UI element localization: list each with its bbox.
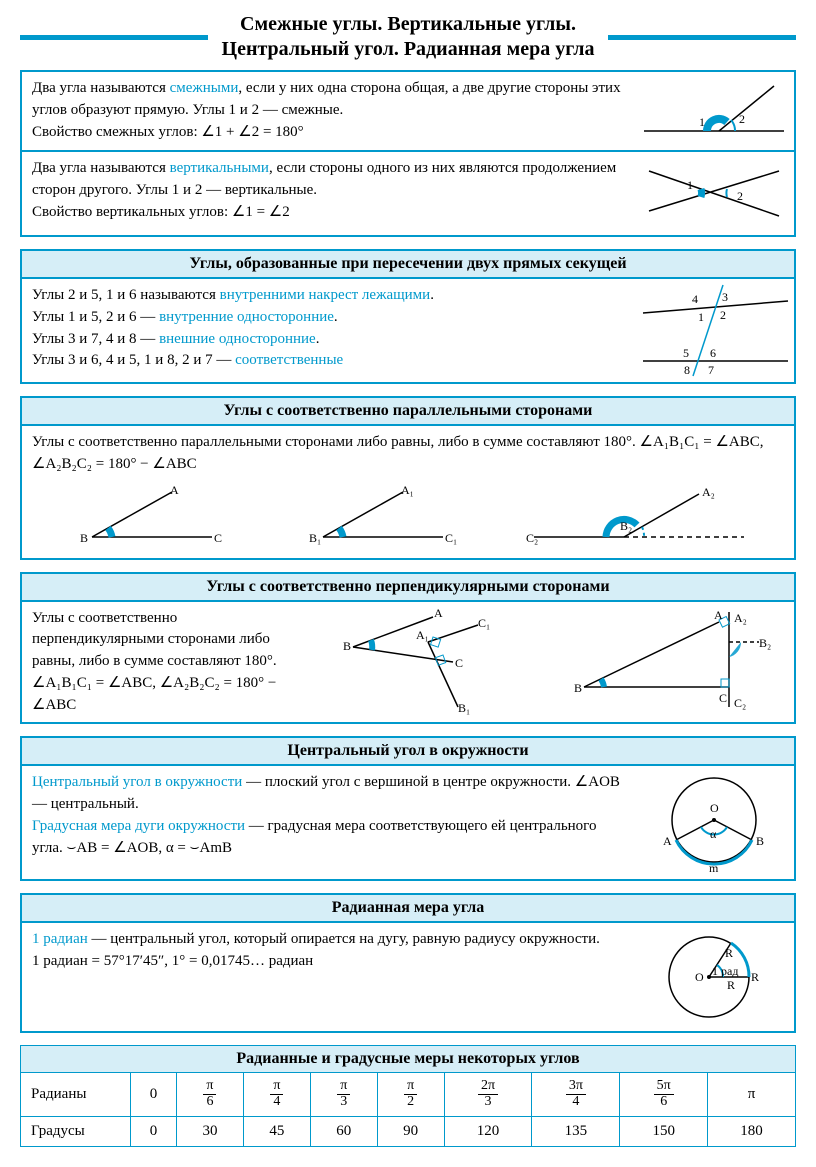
radian-text: 1 радиан — центральный угол, который опи… bbox=[22, 923, 634, 1031]
perp-sides-title: Углы с соответственно перпендикулярными … bbox=[22, 574, 794, 602]
page-title-bar: Смежные углы. Вертикальные углы. Централ… bbox=[20, 12, 796, 62]
svg-text:1 рад: 1 рад bbox=[712, 964, 738, 978]
perp-sides-text: Углы с соответственно перпендикулярными … bbox=[22, 602, 322, 723]
vertical-text: Два угла называются вертикальными, если … bbox=[22, 152, 634, 235]
vertical-property: Свойство вертикальных углов: ∠1 = ∠2 bbox=[32, 204, 290, 220]
svg-text:A₂: A₂ bbox=[734, 611, 747, 625]
svg-text:C: C bbox=[719, 691, 727, 705]
vertical-figure: 1 2 bbox=[634, 152, 794, 235]
title-line2: Центральный угол. Радианная мера угла bbox=[222, 38, 595, 60]
term-vertical: вертикальными bbox=[170, 160, 269, 176]
svg-text:A: A bbox=[170, 483, 179, 497]
central-angle-figure: O A B α m bbox=[634, 766, 794, 879]
transversal-title: Углы, образованные при пересечении двух … bbox=[22, 251, 794, 279]
svg-text:B₂: B₂ bbox=[620, 519, 632, 533]
transversal-figure: 4 3 1 2 5 6 8 7 bbox=[634, 279, 794, 382]
radian-figure: O R R R 1 рад bbox=[634, 923, 794, 1031]
adjacent-property: Свойство смежных углов: ∠1 + ∠2 = 180° bbox=[32, 124, 304, 140]
svg-text:5: 5 bbox=[683, 346, 689, 360]
row-label-radians: Радианы bbox=[21, 1073, 131, 1116]
svg-text:B: B bbox=[574, 681, 582, 695]
section-transversal: Углы, образованные при пересечении двух … bbox=[20, 249, 796, 384]
svg-text:B: B bbox=[343, 639, 351, 653]
svg-text:2: 2 bbox=[737, 189, 743, 203]
transversal-text: Углы 2 и 5, 1 и 6 называются внутренними… bbox=[22, 279, 634, 382]
parallel-sides-figures: A B C A₁ B₁ C₁ A₂ B₂ C₂ bbox=[32, 482, 784, 552]
vertical-row: Два угла называются вертикальными, если … bbox=[22, 152, 794, 235]
svg-text:1: 1 bbox=[687, 178, 693, 192]
svg-text:C: C bbox=[455, 656, 463, 670]
svg-text:8: 8 bbox=[684, 363, 690, 377]
svg-text:O: O bbox=[710, 801, 719, 815]
section-radian: Радианная мера угла 1 радиан — центральн… bbox=[20, 893, 796, 1033]
svg-text:R: R bbox=[727, 978, 735, 992]
svg-text:B₁: B₁ bbox=[458, 701, 470, 715]
perp-sides-figures: A B C A₁ B₁ C₁ A B C A₂ B₂ bbox=[322, 602, 794, 723]
section-perp-sides: Углы с соответственно перпендикулярными … bbox=[20, 572, 796, 725]
title-line1: Смежные углы. Вертикальные углы. bbox=[240, 13, 576, 35]
svg-text:A: A bbox=[663, 834, 672, 848]
svg-text:R: R bbox=[751, 970, 759, 984]
central-angle-title: Центральный угол в окружности bbox=[22, 738, 794, 766]
svg-text:2: 2 bbox=[739, 112, 745, 126]
svg-text:7: 7 bbox=[708, 363, 714, 377]
svg-text:2: 2 bbox=[720, 308, 726, 322]
row-label-degrees: Градусы bbox=[21, 1116, 131, 1146]
svg-text:B: B bbox=[756, 834, 764, 848]
svg-text:B₂: B₂ bbox=[759, 636, 771, 650]
svg-text:C₂: C₂ bbox=[734, 696, 746, 710]
central-angle-text: Центральный угол в окружности — плоский … bbox=[22, 766, 634, 879]
svg-text:A₁: A₁ bbox=[401, 483, 414, 497]
svg-text:A: A bbox=[434, 607, 443, 620]
radians-row: Радианы 0 π6 π4 π3 π2 2π3 3π4 5π6 π bbox=[21, 1073, 796, 1116]
svg-text:O: O bbox=[695, 970, 704, 984]
svg-text:3: 3 bbox=[722, 290, 728, 304]
section-parallel-sides: Углы с соответственно параллельными стор… bbox=[20, 396, 796, 560]
adjacent-figure: 1 2 bbox=[634, 72, 794, 150]
svg-text:C₁: C₁ bbox=[445, 531, 457, 545]
angle-measures-table: Радианные и градусные меры некоторых угл… bbox=[20, 1045, 796, 1146]
svg-text:1: 1 bbox=[698, 310, 704, 324]
transversal-svg: 4 3 1 2 5 6 8 7 bbox=[638, 283, 790, 378]
svg-text:6: 6 bbox=[710, 346, 716, 360]
title-rule-left bbox=[20, 35, 208, 40]
section-adjacent-vertical: Два угла называются смежными, если у них… bbox=[20, 70, 796, 237]
svg-text:1: 1 bbox=[699, 115, 705, 129]
title-rule-right bbox=[608, 35, 796, 40]
parallel-sides-title: Углы с соответственно параллельными стор… bbox=[22, 398, 794, 426]
adjacent-svg: 1 2 bbox=[639, 76, 789, 146]
svg-text:C₁: C₁ bbox=[478, 616, 490, 630]
svg-text:R: R bbox=[725, 946, 733, 960]
section-central-angle: Центральный угол в окружности Центральны… bbox=[20, 736, 796, 881]
adjacent-row: Два угла называются смежными, если у них… bbox=[22, 72, 794, 150]
svg-text:C: C bbox=[214, 531, 222, 545]
svg-text:B: B bbox=[80, 531, 88, 545]
svg-text:A₁: A₁ bbox=[416, 628, 429, 642]
svg-text:A: A bbox=[714, 608, 723, 622]
svg-text:α: α bbox=[710, 827, 717, 841]
svg-text:B₁: B₁ bbox=[309, 531, 321, 545]
parallel-sides-body: Углы с соответственно параллельными стор… bbox=[22, 426, 794, 558]
vertical-svg: 1 2 bbox=[639, 156, 789, 231]
adjacent-text: Два угла называются смежными, если у них… bbox=[22, 72, 634, 150]
table-title: Радианные и градусные меры некоторых угл… bbox=[20, 1045, 796, 1072]
page-title: Смежные углы. Вертикальные углы. Централ… bbox=[208, 12, 609, 62]
svg-text:C₂: C₂ bbox=[526, 531, 538, 545]
svg-text:m: m bbox=[709, 861, 719, 875]
radian-title: Радианная мера угла bbox=[22, 895, 794, 923]
degrees-row: Градусы 0 30 45 60 90 120 135 150 180 bbox=[21, 1116, 796, 1146]
svg-text:4: 4 bbox=[692, 292, 698, 306]
svg-text:A₂: A₂ bbox=[702, 485, 715, 499]
term-adjacent: смежными bbox=[170, 80, 239, 96]
